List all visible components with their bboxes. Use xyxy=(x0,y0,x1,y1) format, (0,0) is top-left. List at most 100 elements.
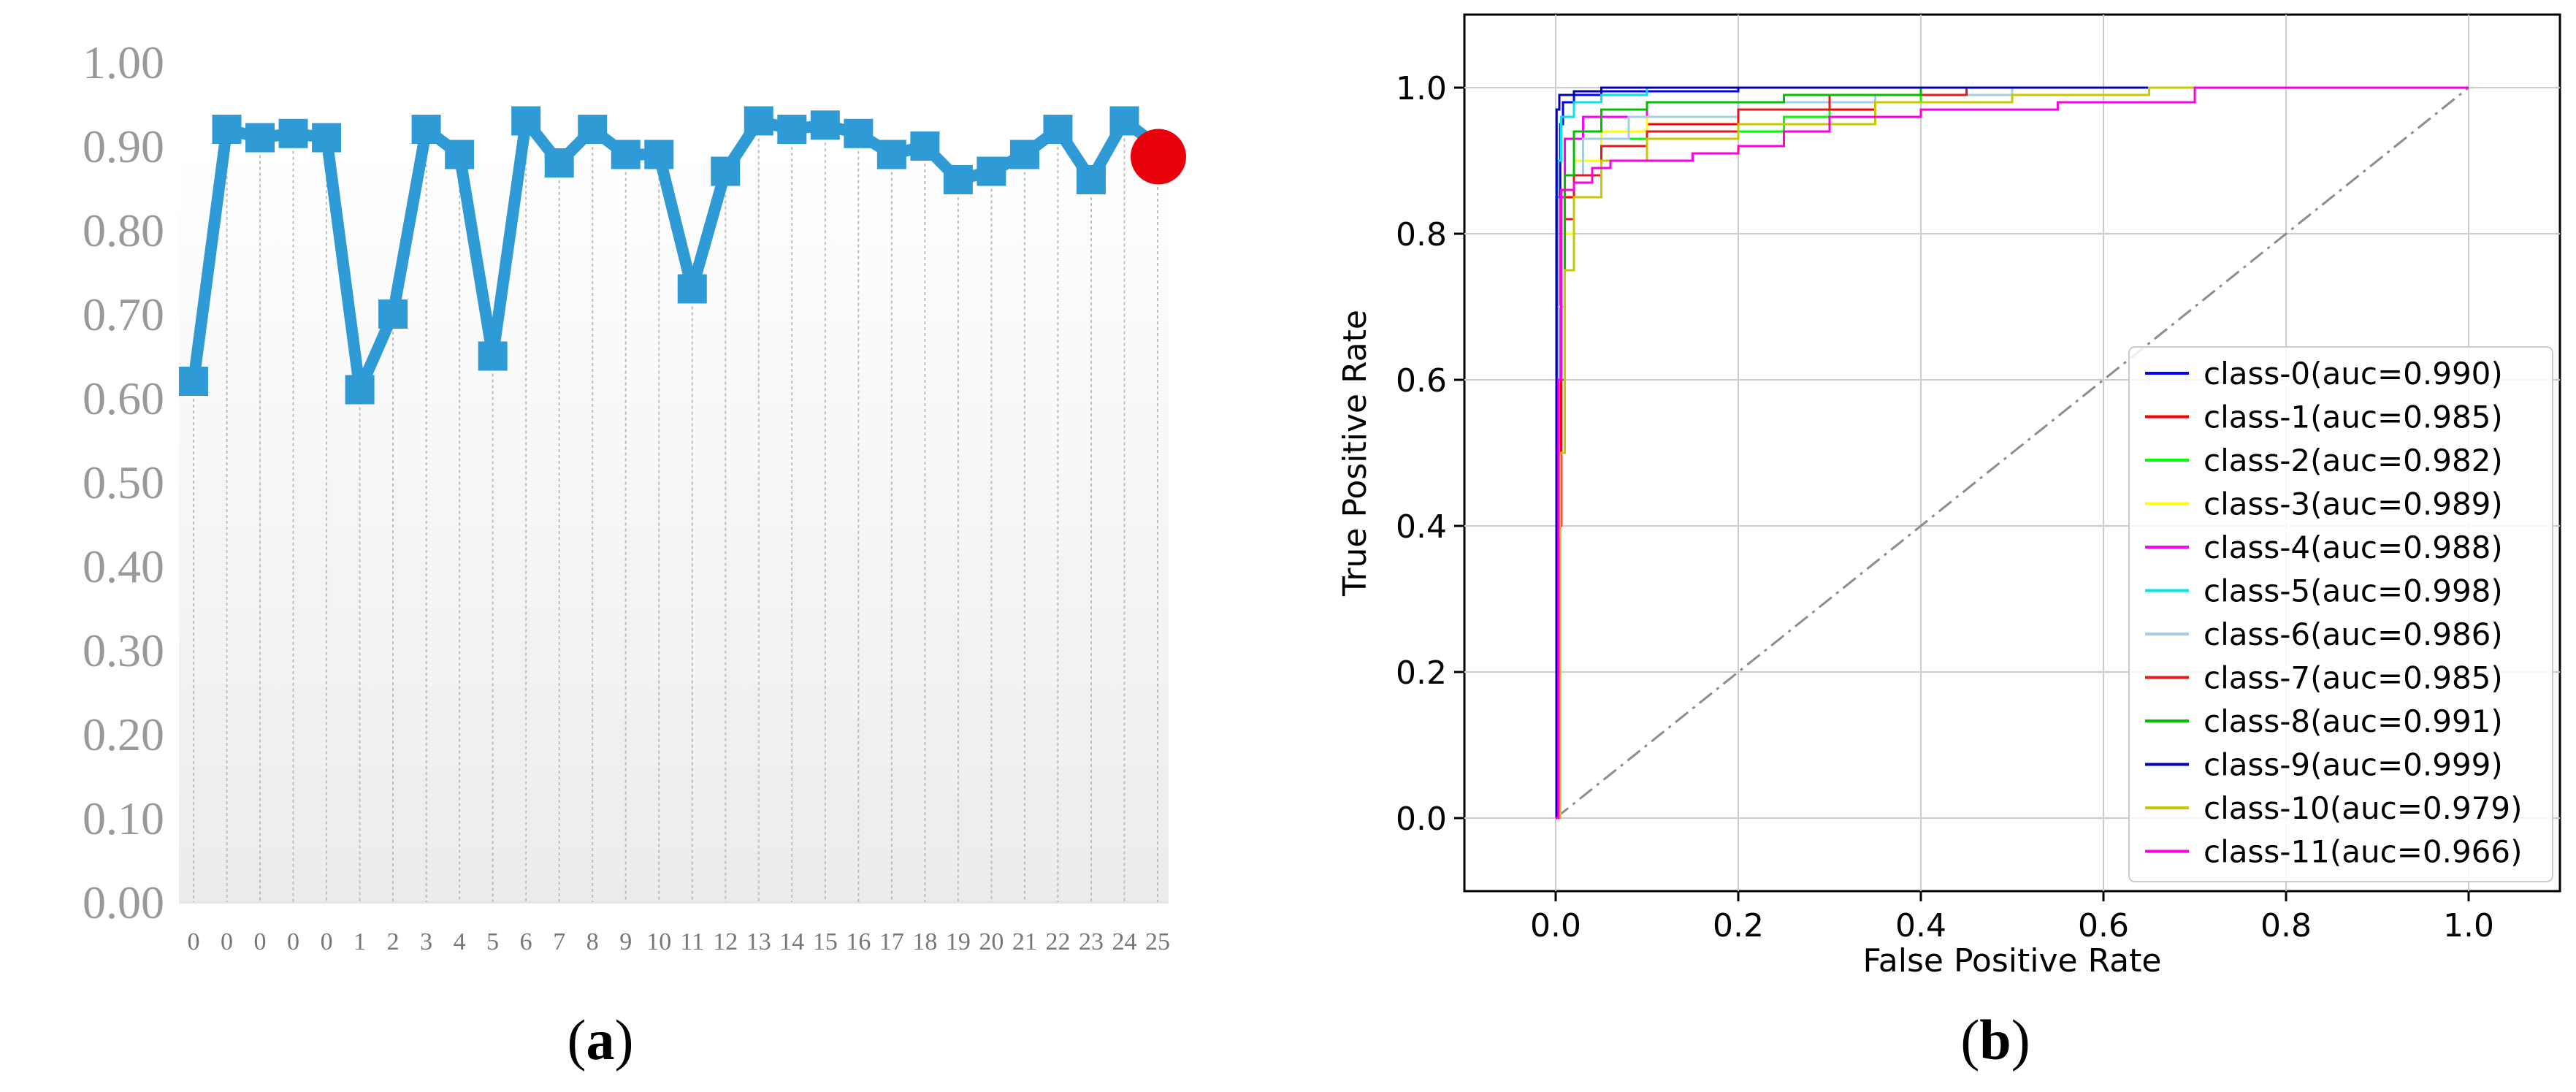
y-tick-label-a: 0.70 xyxy=(83,289,164,340)
legend-b: class-0(auc=0.990) class-1(auc=0.985) clas… xyxy=(2128,346,2553,882)
y-tick-label-a: 0.80 xyxy=(83,205,164,256)
data-point-marker xyxy=(777,115,807,144)
y-tick-label-a: 0.40 xyxy=(83,541,164,592)
legend-entry-label: class-2(auc=0.982) xyxy=(2204,443,2503,478)
roc-curve xyxy=(1556,86,2469,820)
data-point-marker xyxy=(312,123,342,153)
x-tick-label-a: 3 xyxy=(420,928,432,955)
x-axis-label-b: False Positive Rate xyxy=(1863,942,2162,980)
legend-entry-label: class-3(auc=0.989) xyxy=(2204,486,2503,522)
legend-box xyxy=(2128,346,2553,882)
x-tick-label-a: 4 xyxy=(454,928,466,955)
data-point-marker xyxy=(976,156,1006,186)
x-tick-label-a: 14 xyxy=(779,928,804,955)
legend-entry-label: class-7(auc=0.985) xyxy=(2204,660,2503,696)
x-tick-label-a: 11 xyxy=(680,928,704,955)
data-point-marker xyxy=(245,123,275,153)
x-tick-label-a: 0 xyxy=(221,928,233,955)
x-tick-label-a: 18 xyxy=(912,928,937,955)
y-tick-label-a: 0.00 xyxy=(83,877,164,928)
caption-b: (b) xyxy=(1960,1008,2030,1072)
legend-entry-label: class-9(auc=0.999) xyxy=(2204,747,2503,783)
y-tick-label-a: 1.00 xyxy=(83,37,164,88)
x-tick-label-a: 19 xyxy=(946,928,971,955)
caption-a: (a) xyxy=(567,1008,634,1072)
x-tick-label-b: 0.0 xyxy=(1530,907,1581,944)
x-tick-label-a: 12 xyxy=(713,928,738,955)
x-tick-label-a: 13 xyxy=(746,928,771,955)
x-ticks-a: 0 0 0 0 0 1 2 3 4 5 6 7 8 9 10 11 12 13 14 15 16 17 18 19 20 21 22… xyxy=(188,928,1171,955)
data-point-marker xyxy=(345,375,375,405)
y-tick-label-b: 0.4 xyxy=(1396,508,1447,546)
diagonal-reference-line xyxy=(1555,86,2469,820)
y-tick-label-a: 0.20 xyxy=(83,709,164,760)
x-tick-label-a: 0 xyxy=(254,928,267,955)
x-tick-label-b: 0.4 xyxy=(1895,907,1946,944)
x-tick-label-a: 9 xyxy=(619,928,632,955)
y-ticks-a: 0.00 0.10 0.20 0.30 0.40 0.50 0.60 0.70 0.80 0.90… xyxy=(83,37,164,928)
grid-a xyxy=(193,121,1158,902)
data-point-marker xyxy=(278,118,308,148)
y-axis-label-b: True Positive Rate xyxy=(1337,310,1374,597)
x-tick-label-a: 15 xyxy=(813,928,838,955)
data-point-marker xyxy=(1109,106,1139,136)
roc-curves xyxy=(1555,86,2469,820)
data-point-marker xyxy=(1009,140,1039,169)
highlight-point-marker xyxy=(1131,129,1186,185)
y-tick-label-a: 0.30 xyxy=(83,625,164,676)
series-markers-a xyxy=(179,106,1186,405)
data-point-marker xyxy=(378,299,408,329)
data-point-marker xyxy=(711,156,741,186)
x-tick-label-a: 8 xyxy=(586,928,599,955)
legend-entry-label: class-1(auc=0.985) xyxy=(2204,400,2503,435)
y-tick-label-a: 0.50 xyxy=(83,457,164,508)
x-tick-label-a: 6 xyxy=(520,928,532,955)
y-tick-label-b: 1.0 xyxy=(1396,70,1447,107)
x-tick-label-a: 7 xyxy=(553,928,565,955)
data-point-marker xyxy=(810,110,840,140)
x-tick-label-a: 1 xyxy=(353,928,366,955)
x-tick-label-b: 1.0 xyxy=(2443,907,2494,944)
data-point-marker xyxy=(677,274,707,304)
legend-entry-label: class-6(auc=0.986) xyxy=(2204,616,2503,652)
x-tick-label-b: 0.6 xyxy=(2078,907,2129,944)
data-point-marker xyxy=(1043,115,1073,144)
legend-entry-label: class-10(auc=0.979) xyxy=(2204,790,2523,826)
panel-b: 0.0 0.2 0.4 0.6 0.8 1.0 0.0 0.2 0.4 0.6 0.8 1.0 cl… xyxy=(1337,13,2561,1072)
x-tick-label-a: 21 xyxy=(1012,928,1037,955)
legend-entry-label: class-4(auc=0.988) xyxy=(2204,530,2503,565)
x-tick-label-b: 0.8 xyxy=(2260,907,2312,944)
plot-background-a xyxy=(179,146,1169,902)
x-tick-label-a: 25 xyxy=(1145,928,1170,955)
x-tick-label-a: 22 xyxy=(1045,928,1070,955)
x-tick-label-a: 5 xyxy=(486,928,499,955)
x-tick-label-b: 0.2 xyxy=(1713,907,1764,944)
legend-entry-label: class-8(auc=0.991) xyxy=(2204,703,2503,739)
y-tick-label-a: 0.10 xyxy=(83,793,164,844)
y-tick-label-b: 0.6 xyxy=(1396,362,1447,400)
legend-entry-label: class-0(auc=0.990) xyxy=(2204,356,2503,392)
x-tick-label-a: 24 xyxy=(1112,928,1136,955)
data-point-marker xyxy=(943,165,973,194)
y-tick-label-b: 0.2 xyxy=(1396,654,1447,692)
x-tick-label-a: 0 xyxy=(287,928,299,955)
x-tick-label-a: 16 xyxy=(846,928,871,955)
data-point-marker xyxy=(179,367,208,396)
panel-a: 0.00 0.10 0.20 0.30 0.40 0.50 0.60 0.70 0.80 0.90… xyxy=(83,37,1186,1072)
data-point-marker xyxy=(744,106,773,136)
data-point-marker xyxy=(910,131,940,161)
caption-b-letter: b xyxy=(1979,1008,2011,1072)
data-point-marker xyxy=(511,106,541,136)
caption-a-letter: a xyxy=(586,1008,615,1072)
x-tick-label-a: 2 xyxy=(387,928,400,955)
legend-entry-label: class-5(auc=0.998) xyxy=(2204,573,2503,609)
data-point-marker xyxy=(1076,165,1106,194)
y-ticks-b: 0.0 0.2 0.4 0.6 0.8 1.0 xyxy=(1396,70,1464,838)
roc-curve xyxy=(1555,86,2469,820)
y-tick-label-a: 0.60 xyxy=(83,373,164,424)
y-tick-label-a: 0.90 xyxy=(83,121,164,172)
diagonal-line xyxy=(1555,86,2469,820)
x-tick-label-a: 17 xyxy=(879,928,904,955)
data-point-marker xyxy=(611,140,641,169)
